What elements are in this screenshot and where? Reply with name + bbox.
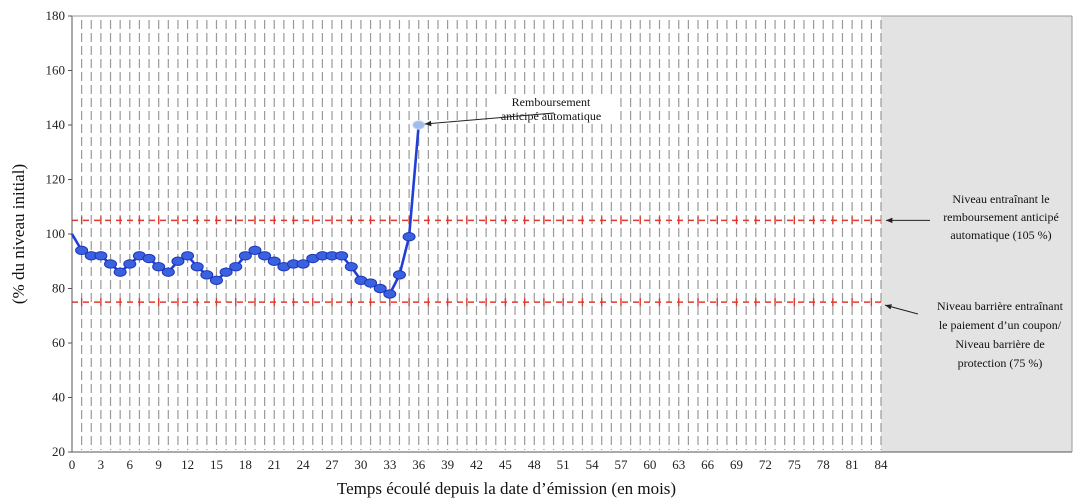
data-point <box>373 283 387 294</box>
data-point <box>335 251 349 261</box>
x-tick-label: 75 <box>788 457 801 472</box>
y-tick-label: 20 <box>52 444 65 459</box>
data-point <box>248 245 262 256</box>
x-tick-label: 51 <box>557 457 570 472</box>
x-tick-label: 57 <box>614 457 628 472</box>
annotation-text: le paiement d’un coupon/ <box>939 318 1062 332</box>
data-point <box>171 256 185 266</box>
data-point <box>258 251 272 261</box>
data-point <box>267 256 281 266</box>
annotation-background <box>487 94 613 124</box>
x-tick-label: 60 <box>643 457 656 472</box>
y-tick-label: 80 <box>52 281 65 296</box>
annotation-arrow-head <box>885 304 892 310</box>
x-tick-label: 12 <box>181 457 194 472</box>
y-tick-label: 160 <box>46 63 66 78</box>
annotation-text: Niveau barrière de <box>955 337 1044 351</box>
data-point <box>104 259 118 269</box>
x-tick-label: 84 <box>875 457 889 472</box>
x-tick-label: 42 <box>470 457 483 472</box>
x-tick-label: 81 <box>846 457 859 472</box>
x-tick-label: 39 <box>441 457 454 472</box>
annotation-arrow-head <box>424 120 432 127</box>
data-point <box>94 251 108 261</box>
data-point <box>219 267 233 277</box>
annotation-text: protection (75 %) <box>958 356 1043 370</box>
x-tick-label: 36 <box>412 457 426 472</box>
annotation-text: anticipé automatique <box>501 109 601 123</box>
data-point <box>152 262 166 272</box>
x-tick-label: 72 <box>759 457 772 472</box>
x-tick-label: 24 <box>297 457 311 472</box>
y-axis-title: (% du niveau initial) <box>9 164 28 304</box>
data-point <box>383 289 397 299</box>
x-tick-label: 21 <box>268 457 281 472</box>
data-point <box>238 251 252 261</box>
x-tick-label: 54 <box>586 457 600 472</box>
data-point <box>344 262 358 272</box>
x-tick-label: 0 <box>69 457 76 472</box>
x-tick-label: 69 <box>730 457 743 472</box>
shaded-region <box>881 16 1072 452</box>
x-tick-label: 66 <box>701 457 715 472</box>
x-tick-label: 63 <box>672 457 685 472</box>
annotation-text: remboursement anticipé <box>943 210 1059 224</box>
data-point <box>229 262 243 272</box>
annotation-text: Remboursement <box>512 95 591 109</box>
data-point <box>412 120 426 130</box>
y-tick-label: 100 <box>46 226 66 241</box>
x-tick-label: 3 <box>98 457 105 472</box>
x-axis-title: Temps écoulé depuis la date d’émission (… <box>337 479 676 498</box>
x-tick-label: 6 <box>127 457 134 472</box>
data-point <box>161 267 175 277</box>
x-tick-label: 78 <box>817 457 830 472</box>
data-point <box>181 251 195 261</box>
annotation-arrow <box>424 112 555 125</box>
data-point <box>200 270 214 280</box>
x-tick-label: 18 <box>239 457 252 472</box>
annotation-text: automatique (105 %) <box>950 228 1051 242</box>
y-tick-label: 180 <box>46 8 66 23</box>
x-tick-label: 27 <box>326 457 340 472</box>
x-tick-label: 48 <box>528 457 541 472</box>
data-point <box>364 278 378 288</box>
annotation-text: Niveau entraînant le <box>952 192 1049 206</box>
x-tick-label: 15 <box>210 457 223 472</box>
y-tick-label: 120 <box>46 172 66 187</box>
x-tick-label: 33 <box>383 457 396 472</box>
y-tick-label: 40 <box>52 390 65 405</box>
data-point <box>142 253 156 264</box>
data-point <box>190 262 204 272</box>
annotation-arrow-head <box>886 217 893 224</box>
annotation-text: Niveau barrière entraînant <box>937 299 1064 313</box>
data-point <box>392 270 406 280</box>
data-point <box>75 245 89 256</box>
data-point <box>296 259 310 269</box>
data-point <box>402 232 416 242</box>
x-tick-label: 30 <box>354 457 367 472</box>
x-tick-label: 45 <box>499 457 512 472</box>
y-tick-label: 140 <box>46 117 66 132</box>
x-tick-label: 9 <box>155 457 162 472</box>
y-tick-label: 60 <box>52 335 65 350</box>
data-point <box>123 259 137 269</box>
data-point <box>113 267 127 277</box>
data-point <box>209 275 223 286</box>
